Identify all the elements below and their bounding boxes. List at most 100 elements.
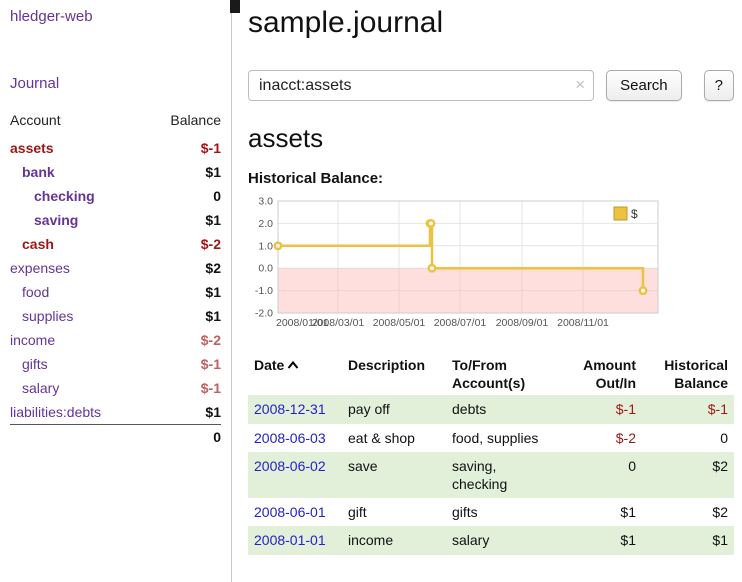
account-row: saving $1 [10,208,221,232]
account-row: assets $-1 [10,136,221,160]
account-balance: $-2 [200,331,221,348]
app-title: hledger-web [10,8,221,25]
register-cell-balance: $1 [642,526,734,555]
svg-text:2008/05/01: 2008/05/01 [373,317,426,329]
svg-text:2008/07/01: 2008/07/01 [434,317,487,329]
main-content: sample.journal × Search ? assets Histori… [232,0,742,582]
clear-search-icon[interactable]: × [575,75,586,94]
account-balance: $1 [205,403,221,420]
register-cell-description: eat & shop [348,429,415,446]
account-balance: $1 [205,307,221,324]
journal-link[interactable]: Journal [10,75,60,92]
register-row: 2008-01-01 income salary $1 $1 [248,526,734,555]
transaction-date-link[interactable]: 2008-06-02 [254,457,326,474]
accounts-header-balance: Balance [170,112,221,128]
account-link-assets[interactable]: assets [10,139,54,156]
page-title: sample.journal [248,6,444,39]
svg-text:1.0: 1.0 [258,240,273,252]
register-cell-tofrom: salary [446,526,558,555]
register-cell-description: income [342,526,446,555]
account-balance: $2 [205,259,221,276]
register-cell-date: 2008-06-01 [248,498,342,526]
accounts-total-row: 0 [10,424,221,450]
register-cell-balance: $2 [642,451,734,499]
account-link-income[interactable]: income [10,331,56,348]
svg-text:2008/01/01: 2008/01/01 [276,317,329,329]
register-table: Date Description To/From Account(s) Amou… [248,353,734,555]
account-link-salary[interactable]: salary [22,379,60,396]
account-link-supplies[interactable]: supplies [22,307,74,324]
account-row: cash $-2 [10,232,221,256]
register-cell-balance: 0 [720,429,728,446]
account-row: salary $-1 [10,376,221,400]
transaction-date-link[interactable]: 2008-06-03 [254,429,326,446]
account-balance: $1 [205,283,221,300]
accounts-table: Account Balance assets $-1 bank $1 checking 0… [10,112,221,450]
register-row: 2008-06-03 eat & shop food, supplies $-2 0 [248,424,734,452]
register-row: 2008-12-31 pay off debts $-1 $-1 [248,395,734,424]
register-cell-balance: $-1 [642,395,734,424]
sidebar: hledger-web Journal Account Balance asse… [0,0,240,582]
register-cell-date: 2008-01-01 [248,526,342,555]
register-cell-description: pay off [342,395,446,424]
register-header-date[interactable]: Date [248,353,342,395]
register-cell-amount: $1 [558,526,642,555]
account-link-saving[interactable]: saving [34,211,79,228]
account-balance: $-1 [200,139,221,156]
account-balance: $-2 [200,235,221,252]
account-link-food[interactable]: food [22,283,50,300]
help-button[interactable]: ? [703,70,734,101]
account-balance: $1 [205,163,221,180]
sort-ascending-icon [288,360,299,369]
register-header-amount: Amount Out/In [583,357,636,392]
account-row: bank $1 [10,160,221,184]
register-cell-date: 2008-06-03 [248,424,342,452]
svg-text:3.0: 3.0 [258,196,273,208]
chart-legend: $ [610,204,654,223]
register-row: 2008-06-02 save saving, checking 0 $2 [248,451,734,499]
accounts-total: 0 [145,424,221,450]
register-cell-date: 2008-12-31 [248,395,342,424]
register-cell-tofrom: gifts [452,504,478,521]
register-cell-description: gift [348,504,367,521]
account-link-cash[interactable]: cash [22,235,54,252]
account-balance: $-1 [200,355,221,372]
svg-text:0.0: 0.0 [258,263,273,275]
register-cell-amount: $-1 [558,395,642,424]
account-link-bank[interactable]: bank [22,163,55,180]
register-cell-tofrom: debts [446,395,558,424]
account-balance: $-1 [200,379,221,396]
register-cell-tofrom: food, supplies [452,429,539,446]
svg-text:2.0: 2.0 [258,218,273,230]
register-header-balance: Historical Balance [664,357,728,392]
account-link-gifts[interactable]: gifts [22,355,48,372]
app-title-link[interactable]: hledger-web [10,8,93,25]
account-link-liabilities-debts[interactable]: liabilities:debts [10,403,102,420]
svg-text:2008/09/01: 2008/09/01 [496,317,549,329]
transaction-date-link[interactable]: 2008-01-01 [254,532,326,549]
account-heading: assets [248,123,324,153]
accounts-header-account: Account [10,112,61,128]
search-input[interactable] [248,70,595,101]
register-cell-date: 2008-06-02 [248,451,342,499]
search-box: × [248,70,595,101]
chart-title: Historical Balance: [248,170,384,187]
account-row: expenses $2 [10,256,221,280]
search-button[interactable]: Search [606,70,682,101]
account-link-checking[interactable]: checking [34,187,95,204]
svg-text:$: $ [631,207,638,221]
svg-text:2008/11/01: 2008/11/01 [557,317,609,329]
register-header-description: Description [348,357,426,373]
splitter-handle[interactable] [230,0,240,13]
transaction-date-link[interactable]: 2008-12-31 [254,401,326,418]
account-link-expenses[interactable]: expenses [10,259,70,276]
svg-text:-2.0: -2.0 [255,308,273,320]
account-row: gifts $-1 [10,352,221,376]
register-cell-amount: $1 [620,504,636,521]
account-balance: 0 [213,187,221,204]
register-row: 2008-06-01 gift gifts $1 $2 [248,498,734,526]
historical-balance-chart[interactable]: 3.0 2.0 1.0 0.0 -1.0 -2.0 2008/01/01 2008/03/01… [248,195,664,337]
register-cell-tofrom: saving, checking [446,451,558,499]
transaction-date-link[interactable]: 2008-06-01 [254,504,326,521]
